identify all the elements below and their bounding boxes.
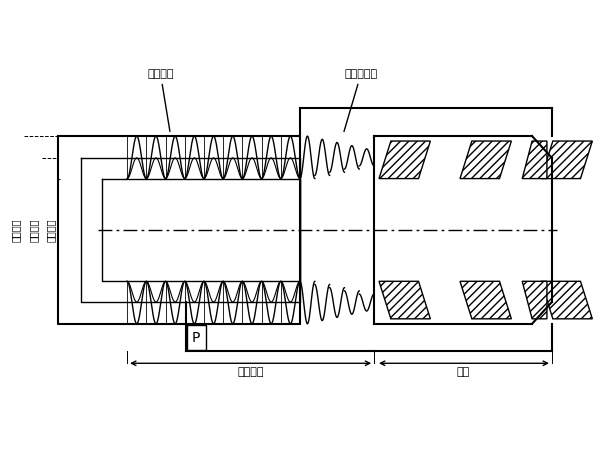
Text: 完整螺纹: 完整螺纹 [147, 69, 174, 131]
Text: 螺尾: 螺尾 [457, 367, 470, 377]
Polygon shape [379, 281, 430, 319]
Text: 螺纹大径: 螺纹大径 [11, 218, 20, 242]
Text: 不完整螺纹: 不完整螺纹 [344, 69, 377, 131]
Polygon shape [541, 281, 592, 319]
Polygon shape [522, 141, 547, 179]
Text: 有效螺纹: 有效螺纹 [238, 367, 264, 377]
Text: 螺纹中径: 螺纹中径 [28, 218, 38, 242]
Polygon shape [460, 141, 511, 179]
Polygon shape [541, 141, 592, 179]
Polygon shape [522, 281, 547, 319]
Polygon shape [379, 141, 430, 179]
Text: P: P [192, 331, 200, 345]
Polygon shape [460, 281, 511, 319]
Text: 螺纹小径: 螺纹小径 [46, 218, 56, 242]
